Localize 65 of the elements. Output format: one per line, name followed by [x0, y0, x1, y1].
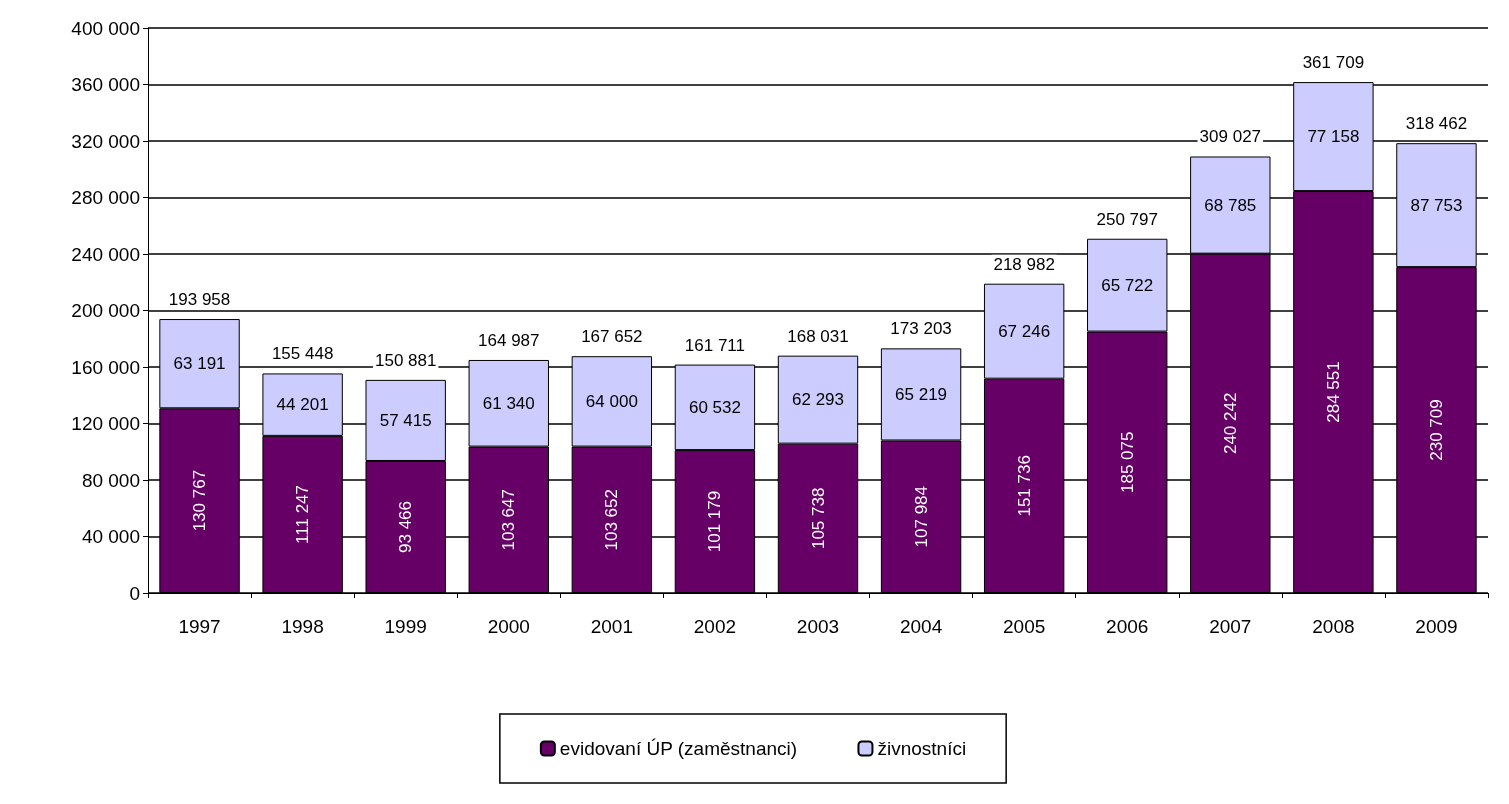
total-label: 309 027: [1199, 127, 1262, 147]
data-label: 65 722: [1101, 275, 1154, 295]
data-label: 111 247: [293, 484, 313, 544]
x-tick-label: 1998: [281, 616, 324, 637]
y-tick-label: 160 000: [71, 356, 140, 378]
y-tick-label: 280 000: [71, 187, 140, 208]
data-label: 61 340: [482, 393, 535, 413]
legend-label: živnostníci: [877, 738, 967, 759]
total-label: 173 203: [890, 319, 952, 339]
data-label: 240 242: [1220, 392, 1240, 455]
total-label: 193 958: [168, 290, 231, 310]
total-label: 161 711: [684, 335, 746, 355]
x-tick-label: 2000: [487, 616, 530, 637]
data-label: 230 709: [1426, 399, 1446, 461]
x-tick-label: 2003: [796, 616, 840, 637]
y-tick-label: 200 000: [71, 300, 140, 321]
data-label: 105 738: [808, 487, 828, 550]
x-tick-label: 2007: [1209, 616, 1252, 637]
data-label: 130 767: [190, 469, 210, 532]
total-label: 168 031: [787, 326, 849, 346]
y-tick-label: 240 000: [71, 243, 140, 265]
x-tick-label: 2008: [1312, 616, 1355, 637]
data-label: 101 179: [705, 490, 725, 553]
data-label: 67 246: [998, 321, 1051, 341]
data-label: 93 466: [396, 500, 416, 553]
total-label: 318 462: [1405, 114, 1468, 134]
x-tick-label: 2001: [590, 616, 633, 637]
total-label: 150 881: [374, 350, 437, 370]
y-tick-label: 80 000: [81, 469, 140, 491]
x-tick-label: 1999: [384, 616, 427, 637]
data-label: 103 647: [499, 489, 519, 551]
x-tick-label: 2009: [1415, 616, 1458, 637]
x-tick-label: 2002: [693, 616, 737, 637]
data-label: 68 785: [1204, 195, 1257, 215]
data-label: 63 191: [173, 354, 226, 374]
data-label: 87 753: [1410, 195, 1463, 215]
total-label: 164 987: [478, 330, 540, 350]
y-tick-label: 40 000: [81, 526, 140, 547]
x-tick-label: 2004: [899, 616, 943, 637]
total-label: 155 448: [271, 344, 334, 364]
data-label: 103 652: [602, 489, 622, 551]
x-tick-label: 2005: [1003, 616, 1046, 637]
x-tick-label: 1997: [178, 616, 221, 637]
total-label: 361 709: [1302, 53, 1365, 73]
data-label: 151 736: [1014, 455, 1034, 517]
total-label: 250 797: [1096, 209, 1158, 229]
data-label: 107 984: [911, 486, 931, 548]
data-label: 57 415: [379, 410, 432, 430]
data-label: 64 000: [585, 391, 638, 411]
legend-label: evidovaní ÚP (zaměstnanci): [559, 738, 798, 759]
y-tick-label: 320 000: [71, 130, 140, 152]
y-tick-label: 400 000: [71, 17, 140, 39]
y-tick-label: 120 000: [71, 413, 140, 434]
total-label: 167 652: [581, 327, 643, 347]
data-label: 284 551: [1323, 361, 1343, 423]
y-tick-label: 360 000: [71, 74, 140, 95]
data-label: 62 293: [792, 390, 844, 410]
data-label: 185 075: [1117, 431, 1137, 494]
data-label: 65 219: [895, 384, 948, 404]
y-tick-label: 0: [129, 582, 140, 604]
x-tick-label: 2006: [1106, 616, 1149, 637]
data-label: 44 201: [276, 395, 329, 415]
data-label: 77 158: [1307, 127, 1360, 147]
total-label: 218 982: [993, 254, 1055, 274]
data-label: 60 532: [688, 397, 741, 417]
